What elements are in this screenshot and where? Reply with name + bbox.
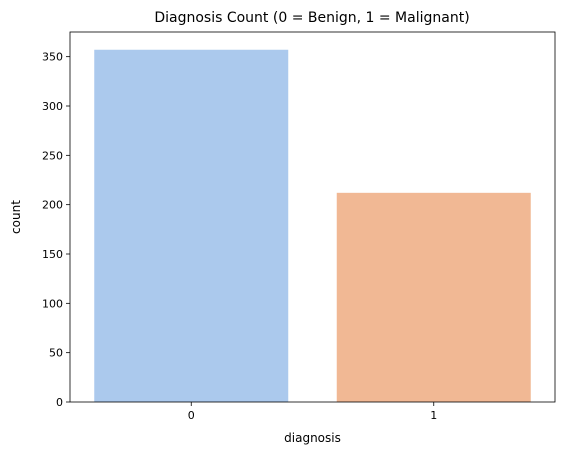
y-tick-label: 250 — [42, 149, 63, 162]
y-tick-label: 0 — [56, 396, 63, 409]
plot-frame — [69, 31, 556, 403]
y-tick-label: 100 — [42, 297, 63, 310]
y-tick-label: 150 — [42, 248, 63, 261]
bars-group — [94, 49, 531, 402]
y-tick-label: 50 — [49, 347, 63, 360]
y-axis-label: count — [9, 200, 23, 234]
y-tick-label: 350 — [42, 51, 63, 64]
y-tick-label: 200 — [42, 199, 63, 212]
y-axis-ticks: 0 50 100 150 200 250 300 350 — [42, 51, 70, 409]
y-tick-label: 300 — [42, 100, 63, 113]
bar-1 — [336, 192, 531, 402]
bar-0 — [94, 49, 289, 402]
x-axis-label: diagnosis — [284, 431, 341, 445]
chart-title: Diagnosis Count (0 = Benign, 1 = Maligna… — [154, 10, 469, 26]
x-tick-label: 1 — [430, 409, 437, 422]
x-tick-label: 0 — [188, 409, 195, 422]
